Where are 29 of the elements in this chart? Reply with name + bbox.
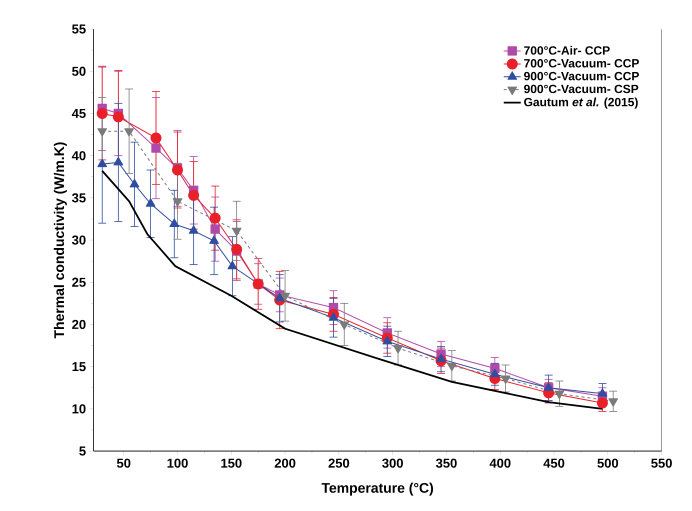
x-axis-title: Temperature (°C) [322, 482, 434, 496]
legend-label: 900°C-Vacuum- CCP [524, 72, 639, 80]
x-tick-label: 350 [436, 458, 457, 468]
x-tick-label: 450 [543, 458, 564, 468]
y-tick-label: 5 [79, 446, 86, 456]
y-tick-label: 30 [72, 235, 86, 245]
x-tick-label: 500 [597, 458, 618, 468]
legend-label: 700°C-Air- CCP [524, 46, 610, 55]
y-tick-label: 55 [72, 24, 86, 34]
x-tick-label: 50 [116, 458, 130, 468]
y-tick-label: 15 [72, 362, 86, 372]
y-tick-label: 10 [72, 404, 86, 414]
y-tick-label: 25 [72, 278, 86, 287]
x-tick-label: 550 [651, 458, 672, 468]
legend-label: 900°C-Vacuum- CSP [524, 84, 638, 94]
x-tick-label: 200 [274, 458, 296, 468]
x-tick-label: 400 [490, 458, 511, 468]
y-tick-label: 40 [72, 151, 86, 160]
y-tick-label: 45 [72, 108, 86, 118]
x-tick-label: 150 [221, 458, 242, 468]
y-axis-title: Thermal conductivity (W/m.K) [54, 142, 67, 338]
y-tick-label: 50 [72, 66, 86, 76]
x-tick-label: 250 [328, 458, 350, 468]
legend-label: Gautum et al. (2015) [524, 98, 638, 109]
x-tick-label: 100 [168, 458, 188, 468]
y-tick-label: 35 [72, 193, 86, 202]
legend-label: 700°C-Vacuum- CCP [524, 59, 639, 68]
y-tick-label: 20 [72, 320, 86, 330]
x-tick-label: 300 [382, 458, 403, 468]
